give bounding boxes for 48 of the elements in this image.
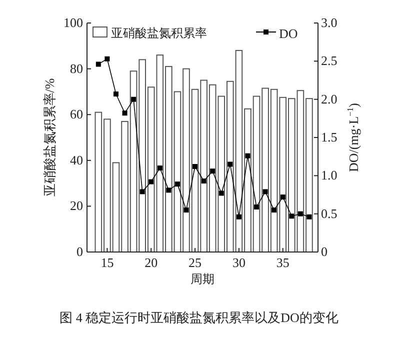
caption: 图 4 稳定运行时亚硝酸盐氮积累率以及DO的变化 (60, 310, 338, 325)
point (104, 56, 110, 62)
y-tick-label: 100 (64, 15, 83, 30)
point (289, 214, 294, 219)
legend-label: DO (279, 26, 298, 41)
y2-tick-label: 2.5 (321, 53, 338, 68)
x-tick-label: 35 (276, 255, 290, 270)
point (280, 194, 286, 200)
y2-tick-label: 2.0 (321, 91, 338, 106)
point (210, 168, 216, 174)
point (131, 96, 136, 102)
x-tick-label: 25 (188, 255, 202, 270)
point (236, 214, 242, 220)
point (140, 189, 145, 194)
point (113, 91, 118, 96)
y2-tick-label: 1.0 (321, 168, 338, 183)
point (157, 166, 162, 171)
point (174, 182, 180, 187)
y-tick-label: 80 (70, 60, 83, 76)
x-axis-title: 周期 (190, 272, 214, 286)
y2-tick-label: 3.0 (321, 15, 338, 30)
y-tick-label: 0 (76, 244, 83, 259)
point (201, 178, 206, 184)
y-axis-title: 亚硝酸盐氮积累率/% (42, 78, 57, 197)
x-tick-label: 30 (232, 255, 246, 270)
point (166, 188, 172, 193)
legend-label: 亚硝酸盐氮积累率 (111, 26, 207, 40)
point (272, 208, 277, 213)
point (218, 190, 224, 196)
point (228, 162, 233, 167)
x-tick-label: 15 (100, 255, 114, 270)
y2-tick-label: 0.5 (321, 206, 338, 221)
point (184, 208, 189, 213)
y-tick-label: 60 (70, 106, 83, 122)
point (122, 110, 128, 116)
point (192, 164, 198, 170)
y-tick-label: 20 (70, 198, 83, 214)
point (262, 189, 268, 194)
y2-tick-label: 1.5 (321, 130, 338, 144)
point (245, 153, 250, 158)
x-tick-label: 20 (144, 255, 158, 270)
point (254, 204, 260, 210)
point (96, 62, 101, 67)
point (148, 179, 154, 184)
point (306, 214, 312, 220)
point (298, 211, 303, 216)
y2-tick-label: 0 (321, 244, 328, 259)
y-tick-label: 40 (70, 152, 83, 168)
